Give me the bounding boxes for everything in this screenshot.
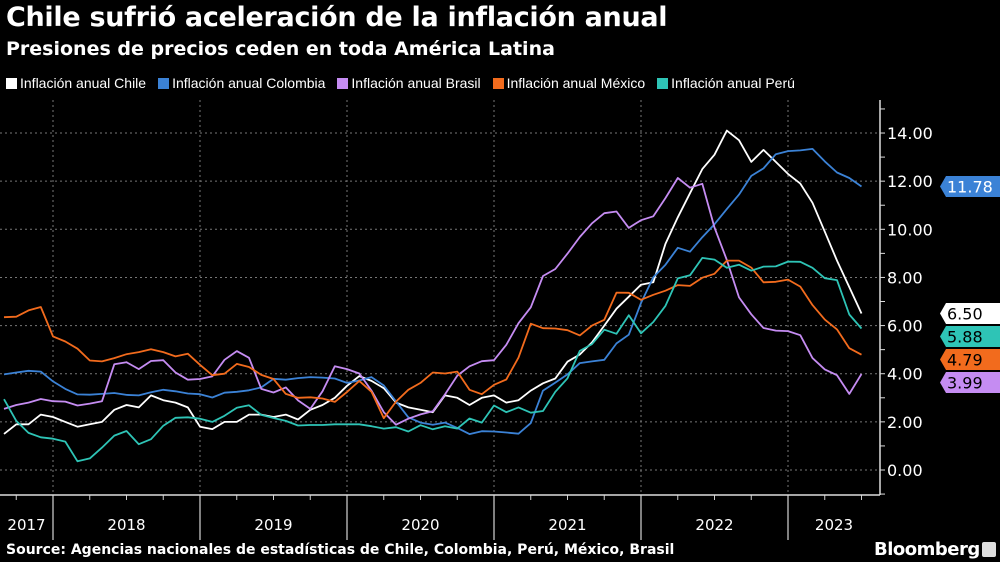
legend-label: Inflación anual Colombia	[172, 75, 326, 91]
y-tick-label: 2.00	[887, 413, 923, 432]
y-tick-label: 10.00	[887, 220, 933, 239]
y-tick-label: 8.00	[887, 268, 923, 287]
legend-item-colombia: Inflación anual Colombia	[158, 75, 325, 91]
legend-label: Inflación anual México	[506, 75, 646, 91]
legend-item-mexico: Inflación anual México	[492, 75, 646, 91]
x-tick-label: 2017	[7, 516, 45, 534]
end-label-tag-colombia	[940, 175, 1000, 197]
legend-label: Inflación anual Brasil	[351, 75, 481, 91]
series-line-mexico	[3, 259, 862, 420]
end-value-label-brasil: 3.99	[947, 374, 983, 393]
series-line-brasil	[3, 177, 863, 426]
legend-swatch	[337, 77, 349, 89]
series-line-colombia	[3, 147, 863, 436]
legend-swatch	[492, 77, 504, 89]
y-tick-label: 12.00	[887, 172, 933, 191]
end-label-tag-peru	[940, 326, 1000, 348]
y-tick-label: 6.00	[887, 317, 923, 336]
end-value-label-chile: 6.50	[947, 305, 983, 324]
end-label-tag-brasil	[940, 372, 1000, 394]
x-tick-label: 2023	[815, 516, 853, 534]
y-tick-label: 4.00	[887, 365, 923, 384]
chart-title: Chile sufrió aceleración de la inflación…	[6, 2, 668, 33]
y-tick-label: 14.00	[887, 124, 933, 143]
legend-item-brasil: Inflación anual Brasil	[337, 75, 481, 91]
legend-label: Inflación anual Chile	[20, 75, 147, 91]
x-tick-label: 2021	[548, 516, 586, 534]
x-tick-label: 2018	[107, 516, 145, 534]
x-tick-label: 2020	[401, 516, 439, 534]
x-tick-label: 2019	[254, 516, 292, 534]
y-tick-label: 0.00	[887, 461, 923, 480]
legend-item-chile: Inflación anual Chile	[6, 75, 146, 91]
x-tick-label: 2022	[695, 516, 733, 534]
series-line-chile	[3, 129, 863, 435]
series-line-peru	[3, 256, 863, 463]
legend: Inflación anual Chile Inflación anual Co…	[6, 75, 795, 91]
legend-swatch	[6, 77, 17, 89]
end-label-tag-chile	[940, 303, 1000, 325]
end-value-label-mexico: 4.79	[947, 351, 983, 370]
legend-label: Inflación anual Perú	[671, 75, 795, 91]
legend-item-peru: Inflación anual Perú	[657, 75, 795, 91]
legend-swatch	[657, 77, 669, 89]
end-label-tag-mexico	[940, 349, 1000, 371]
source-note: Source: Agencias nacionales de estadísti…	[6, 542, 675, 558]
end-value-label-colombia: 11.78	[947, 177, 993, 196]
bloomberg-chart-icon	[982, 542, 996, 557]
chart-subtitle: Presiones de precios ceden en toda Améri…	[6, 38, 555, 60]
bloomberg-logo: Bloomberg	[874, 539, 980, 560]
end-value-label-peru: 5.88	[947, 328, 983, 347]
legend-swatch	[158, 77, 170, 89]
